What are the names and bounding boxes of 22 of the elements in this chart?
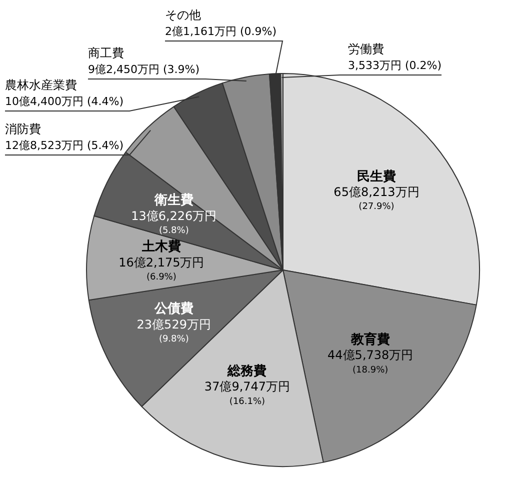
- data-label: 65億8,213万円 (27.9%): [334, 185, 420, 212]
- slice-label: その他: [165, 8, 201, 22]
- data-label: 3,533万円 (0.2%): [348, 58, 442, 72]
- slice-label: 労働費: [348, 42, 384, 56]
- slice-label: 公債費: [153, 302, 194, 317]
- data-label: 2億1,161万円 (0.9%): [165, 24, 277, 38]
- data-label: 44億5,738万円 (18.9%): [328, 348, 414, 376]
- slice-label: 消防費: [5, 122, 41, 136]
- slice-label: 教育費: [350, 331, 390, 348]
- slice-label: 商工費: [88, 46, 124, 60]
- slice-label: 農林水産業費: [5, 78, 77, 92]
- slice-label: 民生費: [356, 169, 396, 184]
- data-label: 9億2,450万円 (3.9%): [88, 62, 200, 76]
- slice-label: 土木費: [140, 240, 181, 255]
- data-label: 12億8,523万円 (5.4%): [5, 138, 124, 152]
- slice-label: 総務費: [226, 364, 267, 379]
- slice-label: 衛生費: [153, 193, 194, 208]
- data-label: 13億6,226万円 (5.8%): [131, 208, 217, 236]
- data-label: 16億2,175万円 (6.9%): [118, 255, 204, 283]
- data-label: 37億9,747万円 (16.1%): [204, 380, 290, 407]
- data-label: 23億529万円 (9.8%): [136, 317, 211, 345]
- data-label: 10億4,400万円 (4.4%): [5, 94, 124, 108]
